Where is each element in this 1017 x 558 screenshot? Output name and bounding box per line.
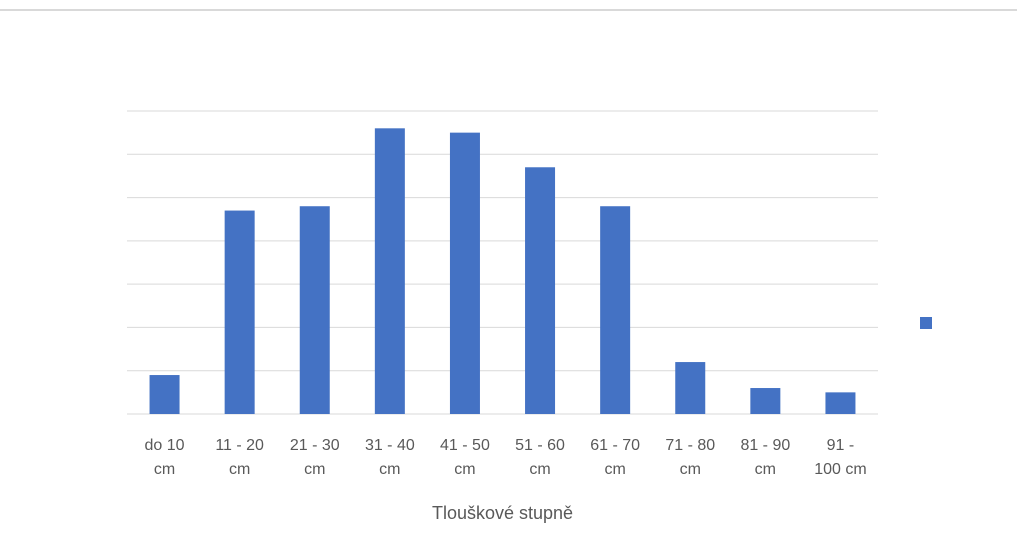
bar [525, 167, 556, 414]
bar [149, 375, 180, 414]
x-tick-label: 31 - 40 cm [364, 437, 415, 478]
x-tick-label: 91 - 100 cm [814, 437, 867, 478]
x-tick-label: 51 - 60 cm [515, 437, 565, 478]
x-tick-label: 81 - 90 cm [740, 437, 791, 478]
x-axis-title: Tlouškové stupně [431, 503, 574, 523]
bar [449, 132, 480, 414]
bar [600, 206, 631, 414]
bar [675, 362, 706, 414]
x-tick-label: 41 - 50 cm [440, 437, 490, 478]
bar [299, 206, 330, 414]
x-tick-label: do 10 cm [144, 437, 185, 478]
x-tick-label: 21 - 30 cm [289, 437, 340, 478]
legend-marker [920, 317, 932, 329]
bar [750, 388, 781, 414]
x-tick-label: 11 - 20 cm [215, 437, 264, 478]
bar [825, 392, 856, 414]
bar [374, 128, 405, 415]
x-tick-label: 71 - 80 cm [665, 437, 716, 478]
x-tick-label: 61 - 70 cm [590, 437, 641, 478]
bar [224, 210, 255, 414]
